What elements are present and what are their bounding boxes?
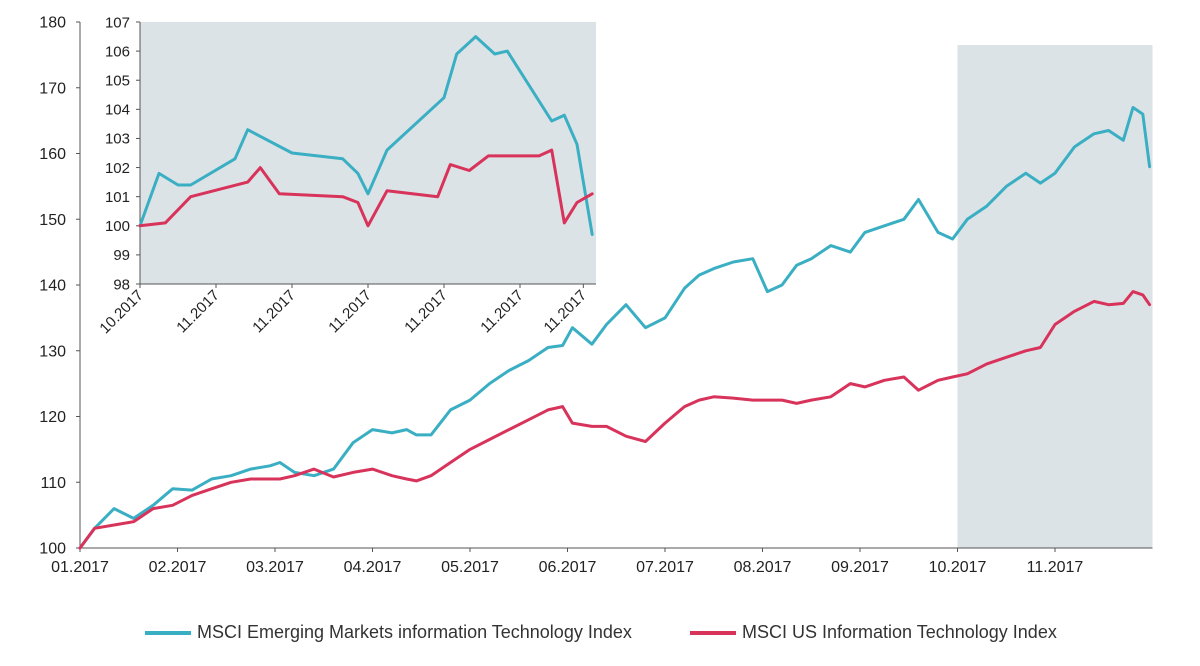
series-line-em <box>78 106 1152 550</box>
x-tick-label: 11.2017 <box>477 287 527 337</box>
y-tick-label: 103 <box>105 131 130 148</box>
x-tick-label: 11.2017 <box>401 287 451 337</box>
y-tick-label: 102 <box>105 160 130 177</box>
x-tick-label: 04.2017 <box>344 559 402 576</box>
x-tick-label: 10.2017 <box>929 559 987 576</box>
series-line-us <box>138 148 594 228</box>
series-line-em <box>138 35 594 236</box>
x-tick-label: 03.2017 <box>246 559 304 576</box>
legend-swatch-us <box>690 630 736 635</box>
y-tick-label: 100 <box>105 218 130 235</box>
y-tick-label: 120 <box>39 409 66 426</box>
x-tick-label: 08.2017 <box>734 559 792 576</box>
x-tick-label: 09.2017 <box>831 559 889 576</box>
y-tick-label: 107 <box>105 14 130 31</box>
x-tick-label: 05.2017 <box>441 559 499 576</box>
legend-label-us: MSCI US Information Technology Index <box>742 622 1057 642</box>
x-tick-label: 11.2017 <box>541 287 591 337</box>
y-tick-label: 160 <box>39 146 66 163</box>
y-tick-label: 98 <box>113 276 130 293</box>
main-chart: 100 110 120 130 140 150 160 170 180 01.2017 02.201… <box>39 15 1153 576</box>
y-tick-label: 180 <box>39 15 66 32</box>
x-tick-label: 11.2017 <box>249 287 299 337</box>
x-tick-label: 11.2017 <box>325 287 375 337</box>
legend-swatch-em <box>145 630 191 635</box>
y-tick-label: 101 <box>105 189 130 206</box>
y-tick-label: 150 <box>39 212 66 229</box>
x-tick-label: 07.2017 <box>636 559 694 576</box>
x-tick-label: 11.2017 <box>1027 559 1084 576</box>
x-tick-label: 10.2017 <box>96 287 146 337</box>
y-tick-label: 106 <box>105 43 130 60</box>
legend-item-em[interactable]: MSCI Emerging Markets information Techno… <box>145 622 632 643</box>
y-tick-label: 105 <box>105 72 130 89</box>
x-tick-label: 02.2017 <box>149 559 207 576</box>
x-tick-label: 06.2017 <box>539 559 597 576</box>
y-tick-label: 140 <box>39 278 66 295</box>
inset-chart: 98 99 100 101 102 103 104 105 106 107 10.2017 11.20… <box>96 14 596 337</box>
inset-background <box>140 22 596 284</box>
y-tick-label: 99 <box>113 247 130 264</box>
highlight-region <box>957 45 1153 548</box>
x-tick-label: 11.2017 <box>173 287 223 337</box>
y-tick-label: 170 <box>39 80 66 97</box>
legend-label-em: MSCI Emerging Markets information Techno… <box>197 622 632 642</box>
y-tick-label: 110 <box>40 475 66 492</box>
series-line-us <box>78 290 1152 550</box>
y-tick-label: 100 <box>39 541 66 558</box>
legend: MSCI Emerging Markets information Techno… <box>0 622 1200 652</box>
y-tick-label: 104 <box>105 102 130 119</box>
x-tick-label: 01.2017 <box>51 559 109 576</box>
legend-item-us[interactable]: MSCI US Information Technology Index <box>690 622 1057 643</box>
y-tick-label: 130 <box>39 343 66 360</box>
